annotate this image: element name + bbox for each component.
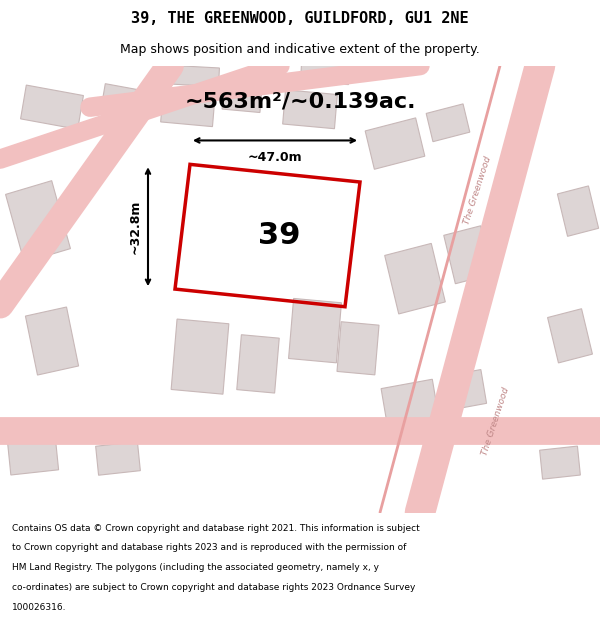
- Text: Map shows position and indicative extent of the property.: Map shows position and indicative extent…: [120, 42, 480, 56]
- Polygon shape: [171, 319, 229, 394]
- Polygon shape: [25, 307, 79, 375]
- Polygon shape: [444, 226, 492, 284]
- Polygon shape: [161, 88, 215, 127]
- Polygon shape: [426, 104, 470, 142]
- Text: 100026316.: 100026316.: [12, 602, 67, 611]
- Polygon shape: [301, 63, 349, 84]
- Polygon shape: [289, 298, 341, 363]
- Text: to Crown copyright and database rights 2023 and is reproduced with the permissio: to Crown copyright and database rights 2…: [12, 543, 406, 552]
- Polygon shape: [20, 85, 83, 129]
- Polygon shape: [95, 442, 140, 475]
- Polygon shape: [170, 66, 220, 87]
- Polygon shape: [365, 118, 425, 169]
- Text: 39, THE GREENWOOD, GUILDFORD, GU1 2NE: 39, THE GREENWOOD, GUILDFORD, GU1 2NE: [131, 11, 469, 26]
- Text: The Greenwood: The Greenwood: [463, 155, 493, 226]
- Polygon shape: [7, 436, 59, 475]
- Polygon shape: [222, 85, 262, 112]
- Text: co-ordinates) are subject to Crown copyright and database rights 2023 Ordnance S: co-ordinates) are subject to Crown copyr…: [12, 582, 415, 592]
- Text: The Greenwood: The Greenwood: [481, 386, 511, 456]
- Polygon shape: [5, 181, 70, 262]
- Polygon shape: [539, 446, 580, 479]
- Polygon shape: [443, 369, 487, 410]
- Polygon shape: [283, 90, 337, 129]
- Polygon shape: [381, 379, 439, 428]
- Polygon shape: [237, 335, 279, 393]
- Text: ~47.0m: ~47.0m: [248, 151, 302, 164]
- Text: ~563m²/~0.139ac.: ~563m²/~0.139ac.: [185, 92, 416, 112]
- Text: ~32.8m: ~32.8m: [129, 199, 142, 254]
- Polygon shape: [337, 322, 379, 375]
- Text: 39: 39: [258, 221, 301, 250]
- Text: Contains OS data © Crown copyright and database right 2021. This information is : Contains OS data © Crown copyright and d…: [12, 524, 420, 532]
- Polygon shape: [385, 243, 445, 314]
- Polygon shape: [548, 309, 592, 363]
- Polygon shape: [101, 84, 143, 114]
- Text: HM Land Registry. The polygons (including the associated geometry, namely x, y: HM Land Registry. The polygons (includin…: [12, 563, 379, 572]
- Polygon shape: [557, 186, 599, 236]
